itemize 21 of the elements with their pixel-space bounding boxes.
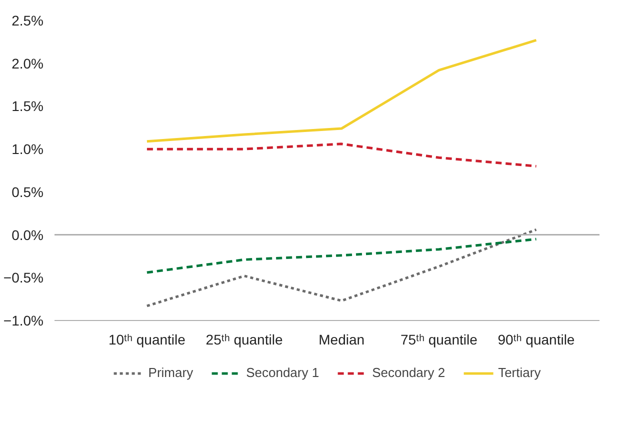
legend-label: Secondary 1 bbox=[246, 365, 320, 380]
y-tick-label: 2.0% bbox=[12, 55, 44, 72]
x-tick-label: 75ᵗʰ quantile bbox=[400, 332, 478, 348]
x-tick-label: 90ᵗʰ quantile bbox=[498, 332, 575, 348]
y-tick-label: −0.5% bbox=[3, 270, 44, 286]
y-tick-label: −1.0% bbox=[3, 312, 44, 328]
y-tick-label: 1.0% bbox=[12, 141, 44, 158]
x-tick-label: 25ᵗʰ quantile bbox=[206, 332, 283, 348]
line-series bbox=[146, 38, 538, 143]
legend-label: Primary bbox=[148, 365, 194, 380]
line-series bbox=[146, 238, 538, 274]
legend-label: Tertiary bbox=[498, 365, 541, 380]
legend-label: Secondary 2 bbox=[372, 365, 446, 380]
line-series bbox=[146, 228, 538, 308]
line-series bbox=[146, 142, 538, 168]
y-tick-label: 0.0% bbox=[12, 226, 44, 243]
x-tick-label: 10ᵗʰ quantile bbox=[108, 332, 186, 348]
y-tick-label: 2.5% bbox=[12, 12, 44, 28]
y-tick-label: 1.5% bbox=[12, 98, 44, 114]
x-tick-label: Median bbox=[318, 332, 365, 348]
y-tick-label: 0.5% bbox=[12, 184, 44, 200]
